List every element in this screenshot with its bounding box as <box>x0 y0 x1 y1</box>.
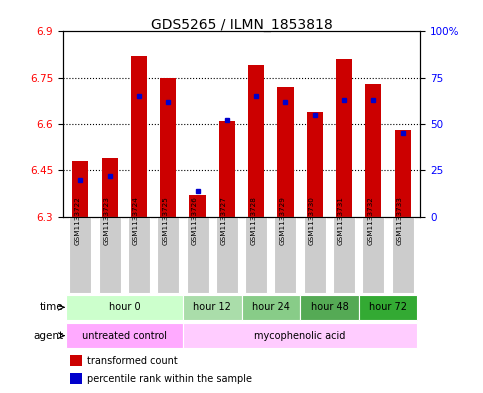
Bar <box>160 78 176 217</box>
Text: GSM1133729: GSM1133729 <box>280 196 285 245</box>
Text: GSM1133725: GSM1133725 <box>162 196 168 245</box>
Text: GSM1133733: GSM1133733 <box>397 196 403 245</box>
FancyBboxPatch shape <box>183 323 417 349</box>
Bar <box>395 130 411 217</box>
Bar <box>72 161 88 217</box>
FancyBboxPatch shape <box>333 217 355 293</box>
Text: transformed count: transformed count <box>87 356 178 366</box>
Text: time: time <box>40 302 63 312</box>
Text: GSM1133722: GSM1133722 <box>74 196 80 245</box>
Bar <box>101 158 118 217</box>
FancyBboxPatch shape <box>99 217 121 293</box>
Bar <box>189 195 206 217</box>
Bar <box>219 121 235 217</box>
Bar <box>70 373 83 384</box>
Text: percentile rank within the sample: percentile rank within the sample <box>87 374 252 384</box>
Text: mycophenolic acid: mycophenolic acid <box>255 331 346 341</box>
FancyBboxPatch shape <box>66 294 183 320</box>
FancyBboxPatch shape <box>362 217 384 293</box>
FancyBboxPatch shape <box>157 217 179 293</box>
FancyBboxPatch shape <box>300 294 359 320</box>
Bar <box>277 87 294 217</box>
Text: GSM1133724: GSM1133724 <box>133 196 139 245</box>
Text: hour 48: hour 48 <box>311 302 348 312</box>
Text: hour 72: hour 72 <box>369 302 407 312</box>
FancyBboxPatch shape <box>183 294 242 320</box>
Text: GSM1133727: GSM1133727 <box>221 196 227 245</box>
FancyBboxPatch shape <box>66 323 183 349</box>
Text: GSM1133726: GSM1133726 <box>192 196 198 245</box>
Text: hour 12: hour 12 <box>193 302 231 312</box>
Text: hour 0: hour 0 <box>109 302 140 312</box>
FancyBboxPatch shape <box>128 217 150 293</box>
FancyBboxPatch shape <box>242 294 300 320</box>
Bar <box>307 112 323 217</box>
Text: untreated control: untreated control <box>82 331 167 341</box>
Text: GSM1133731: GSM1133731 <box>338 196 344 245</box>
Bar <box>131 56 147 217</box>
FancyBboxPatch shape <box>216 217 238 293</box>
Text: GDS5265 / ILMN_1853818: GDS5265 / ILMN_1853818 <box>151 18 332 32</box>
Text: GSM1133728: GSM1133728 <box>250 196 256 245</box>
FancyBboxPatch shape <box>304 217 326 293</box>
FancyBboxPatch shape <box>274 217 297 293</box>
FancyBboxPatch shape <box>186 217 209 293</box>
Bar <box>70 355 83 366</box>
FancyBboxPatch shape <box>359 294 417 320</box>
FancyBboxPatch shape <box>70 217 91 293</box>
Bar <box>248 65 264 217</box>
FancyBboxPatch shape <box>245 217 267 293</box>
Bar <box>365 84 382 217</box>
Bar <box>336 59 352 217</box>
Text: agent: agent <box>33 331 63 341</box>
Text: GSM1133730: GSM1133730 <box>309 196 315 245</box>
Text: GSM1133723: GSM1133723 <box>104 196 110 245</box>
Text: GSM1133732: GSM1133732 <box>368 196 373 245</box>
Text: hour 24: hour 24 <box>252 302 290 312</box>
FancyBboxPatch shape <box>392 217 413 293</box>
